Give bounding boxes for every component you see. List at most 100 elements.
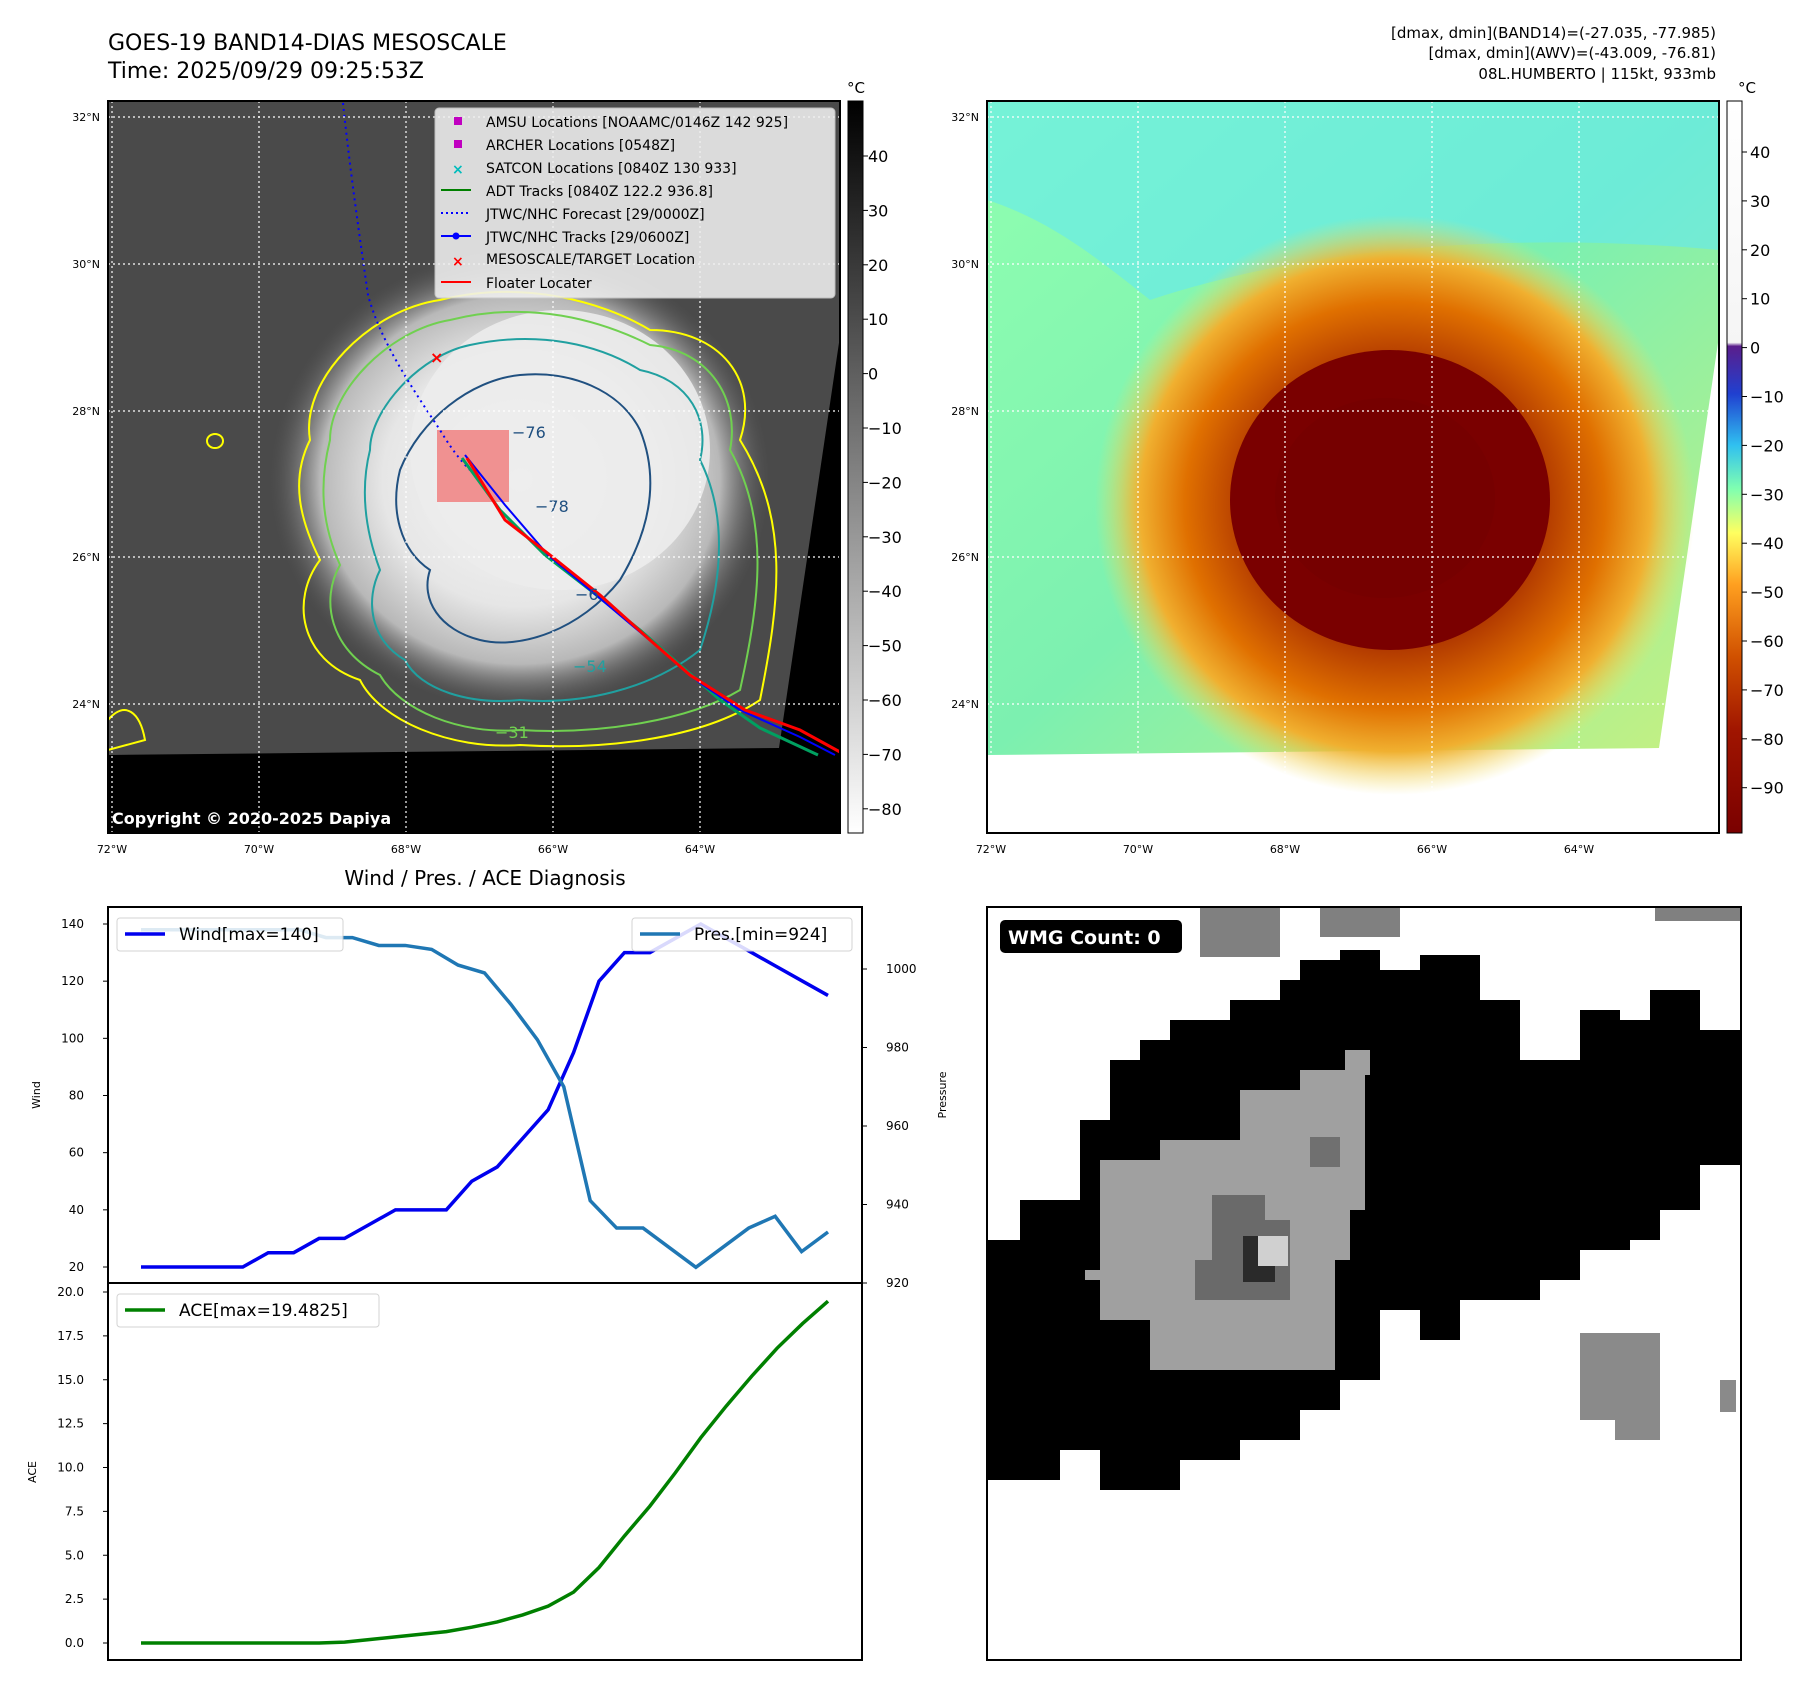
wind-legend: Wind[max=140] [179,925,319,945]
color-colorbar-tick-label: −60 [1750,632,1784,651]
gray-colorbar-tick-label: −60 [868,691,902,710]
wmg-count-label: WMG Count: 0 [1008,927,1161,949]
copyright: Copyright © 2020-2025 Dapiya [112,809,391,828]
color-colorbar-tick-label: 30 [1750,192,1770,211]
pres-tick-label: 960 [886,1119,909,1133]
ace-ylabel: ACE [26,1461,39,1483]
track-legend: AMSU Locations [NOAAMC/0146Z 142 925] AR… [434,107,836,299]
gray-colorbar-tick-label: −30 [868,528,902,547]
contour-label-54: −54 [573,657,607,676]
lon-label-66: 66°W [538,843,568,856]
color-colorbar-tick-label: 0 [1750,339,1760,358]
gray-colorbar-tick-label: −80 [868,800,902,819]
forecast-track [342,102,471,471]
wind-ylabel: Wind [30,1081,43,1109]
ace-tick-label: 0.0 [65,1636,84,1650]
legend-archer: ARCHER Locations [0548Z] [486,138,675,154]
gray-colorbar-tick-label: 0 [868,365,878,384]
contour-label-78: −78 [535,497,569,516]
color-colorbar-tick-label: −20 [1750,436,1784,455]
lon-label-72: 72°W [97,843,127,856]
diag-title: Wind / Pres. / ACE Diagnosis [344,866,625,890]
floater-track [465,457,841,754]
svg-text:×: × [452,162,464,178]
pres-tick-label: 940 [886,1198,909,1212]
contour-label-6: −6 [575,585,599,604]
wmg-panel: WMG Count: 0 [986,906,1742,1661]
mesoscale-marker: × [430,348,443,367]
color-lon-label-66: 66°W [1417,843,1447,856]
ace-plot: 20.0 17.5 15.0 12.5 10.0 7.5 5.0 2.5 0.0 ACE ACE… [26,1282,863,1661]
gray-colorbar-tick-label: 10 [868,310,888,329]
color-colorbar-tick-label: −80 [1750,730,1784,749]
wind-tick-label: 140 [61,917,84,931]
color-colorbar-tick-label: 20 [1750,241,1770,260]
color-lat-label-24: 24°N [951,698,979,711]
gray-colorbar-tick-label: −40 [868,582,902,601]
legend-forecast: JTWC/NHC Forecast [29/0000Z] [485,207,705,223]
contour-label-76: −76 [512,423,546,442]
lat-label-32: 32°N [72,111,100,124]
ace-tick-label: 5.0 [65,1548,84,1562]
color-lon-label-64: 64°W [1564,843,1594,856]
pres-tick-label: 920 [886,1276,909,1290]
wmg-count-box [1000,920,1182,953]
lat-label-24: 24°N [72,698,100,711]
gray-colorbar-tick-label: −20 [868,473,902,492]
lat-label-28: 28°N [72,405,100,418]
lon-label-64: 64°W [685,843,715,856]
contour-teal [363,338,720,702]
legend-floater: Floater Locater [486,276,592,292]
color-map-panel: 32°N 30°N 28°N 26°N 24°N 72°W 70°W 68°W … [951,100,1720,856]
pres-tick-label: 1000 [886,962,917,976]
ir-map-panel: × −76 −78 −6 −54 −31 AMSU Locations [NOA… [72,100,841,856]
gray-colorbar-tick-label: 20 [868,256,888,275]
legend-adt: ADT Tracks [0840Z 122.2 936.8] [486,184,713,200]
legend-satcon: SATCON Locations [0840Z 130 933] [486,161,737,177]
contour-green [322,310,759,732]
pres-legend: Pres.[min=924] [694,925,827,945]
wind-tick-label: 120 [61,974,84,988]
color-colorbar-tick-label: −90 [1750,779,1784,798]
color-colorbar-tick-label: 10 [1750,290,1770,309]
lat-label-30: 30°N [72,258,100,271]
ace-tick-label: 7.5 [65,1504,84,1518]
ace-tick-label: 2.5 [65,1592,84,1606]
color-lat-label-30: 30°N [951,258,979,271]
pres-tick-label: 980 [886,1041,909,1055]
color-colorbar-tick-label: −30 [1750,485,1784,504]
gray-colorbar-tick-label: 30 [868,201,888,220]
color-lat-label-32: 32°N [951,111,979,124]
ace-tick-label: 15.0 [57,1373,84,1387]
svg-text:×: × [452,254,464,270]
lat-label-26: 26°N [72,551,100,564]
color-colorbar-tick-label: −50 [1750,583,1784,602]
gray-colorbar-tick-label: −50 [868,637,902,656]
ace-legend: ACE[max=19.4825] [179,1301,348,1321]
gray-colorbar-tick-label: −10 [868,419,902,438]
color-colorbar-unit: °C [1738,79,1756,97]
color-lat-label-28: 28°N [951,405,979,418]
wind-tick-label: 40 [69,1203,84,1217]
ace-series-line [141,1299,830,1645]
lon-label-70: 70°W [244,843,274,856]
wind-tick-label: 100 [61,1031,84,1045]
color-colorbar: °C 40 30 20 10 0 −10 −20 −30 −40 −50 −60 −70 −80 −90 [1726,79,1784,834]
right-info-line3: 08L.HUMBERTO | 115kt, 933mb [1478,65,1716,83]
legend-amsu: AMSU Locations [NOAAMC/0146Z 142 925] [486,115,788,131]
legend-tracks: JTWC/NHC Tracks [29/0600Z] [485,230,689,246]
lon-label-68: 68°W [391,843,421,856]
gray-colorbar-tick-label: −70 [868,745,902,764]
gray-colorbar-tick-label: 40 [868,147,888,166]
color-colorbar-tick-label: −10 [1750,388,1784,407]
color-colorbar-tick-label: −40 [1750,534,1784,553]
gray-colorbar-unit: °C [847,79,865,97]
ace-tick-label: 17.5 [57,1329,84,1343]
title-line2: Time: 2025/09/29 09:25:53Z [107,59,424,84]
color-lon-label-68: 68°W [1270,843,1300,856]
wind-tick-label: 60 [69,1146,84,1160]
contour-label-31: −31 [495,723,529,742]
color-lon-label-70: 70°W [1123,843,1153,856]
